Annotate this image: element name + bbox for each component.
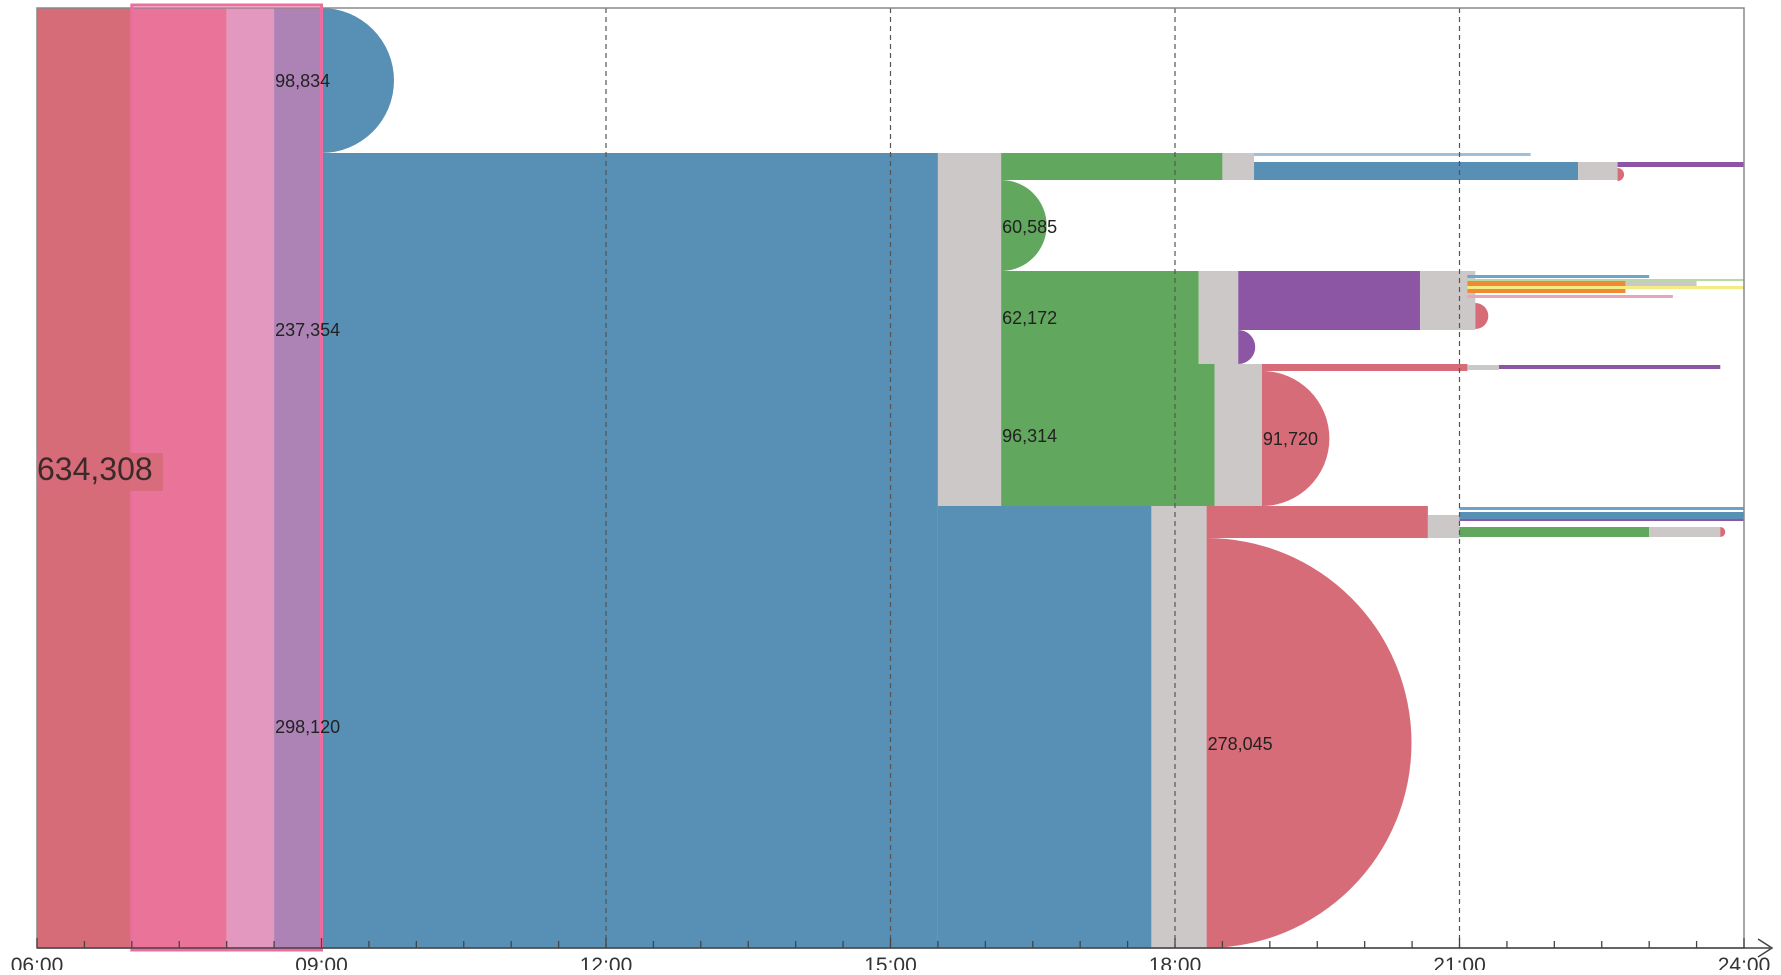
flow-band-19	[1238, 271, 1420, 330]
x-axis-arrow-icon	[1757, 938, 1774, 958]
flow-band-35	[1151, 506, 1207, 948]
value-label-2: 298,120	[275, 717, 340, 737]
flow-band-20	[1419, 271, 1476, 330]
flow-band-15	[1578, 162, 1618, 180]
flow-band-6	[937, 506, 1175, 948]
x-tick-label-1800: 18:00	[1149, 954, 1202, 970]
flow-band-18	[1198, 271, 1239, 364]
flow-band-41	[1459, 527, 1650, 537]
value-labels: 98,834 237,354 298,120 60,585 62,172 96,314 91…	[37, 71, 1318, 754]
x-tick-label-0900: 09:00	[295, 954, 348, 970]
flow-band-33	[1499, 365, 1721, 369]
flow-band-8	[1001, 153, 1223, 180]
x-tick-label-1200: 12:00	[580, 954, 633, 970]
flow-band-27	[1625, 281, 1697, 286]
flow-bands	[37, 8, 1744, 948]
flow-band-23	[1419, 280, 1460, 300]
flow-band-10	[1001, 271, 1199, 364]
flow-band-11	[1001, 364, 1215, 506]
flow-band-32	[1467, 365, 1500, 370]
flow-band-24	[1467, 275, 1650, 278]
branch-end-cap-22	[1238, 330, 1256, 364]
highlight-window	[130, 3, 323, 952]
branch-end-cap-17	[1617, 168, 1625, 181]
flow-band-30	[1214, 364, 1262, 506]
flow-band-39	[1459, 512, 1744, 519]
value-label-4: 62,172	[1002, 308, 1057, 328]
branch-end-cap-44	[1206, 538, 1412, 948]
value-label-6: 91,720	[1263, 429, 1318, 449]
branch-end-cap-34	[1261, 371, 1330, 506]
flow-band-31	[1261, 364, 1468, 371]
branch-end-cap-4	[321, 8, 394, 153]
x-tick-label-2400: 24:00	[1718, 954, 1771, 970]
gridlines	[605, 8, 1461, 948]
x-tick-label-2100: 21:00	[1433, 954, 1486, 970]
flow-band-16	[1617, 162, 1744, 167]
flow-band-28	[1467, 286, 1744, 289]
value-label-0: 98,834	[275, 71, 330, 91]
x-tick-label-1500: 15:00	[864, 954, 917, 970]
root-label-box	[37, 453, 163, 491]
highlight-window-rect[interactable]	[130, 3, 323, 952]
branch-end-cap-43	[1720, 527, 1726, 537]
root-value-label: 634,308	[37, 451, 153, 487]
value-label-5: 96,314	[1002, 426, 1057, 446]
flow-band-37	[1427, 515, 1460, 538]
value-label-7: 278,045	[1208, 734, 1273, 754]
flow-band-42	[1649, 527, 1721, 537]
flow-band-2	[226, 8, 275, 948]
flow-band-7	[937, 153, 1002, 506]
branch-end-cap-9	[1001, 180, 1047, 271]
flow-band-14	[1254, 162, 1579, 180]
flow-band-36	[1206, 506, 1428, 538]
flow-band-38	[1459, 507, 1744, 510]
branch-end-cap-21	[1475, 303, 1489, 329]
flow-band-40	[1459, 519, 1744, 521]
flow-band-3	[274, 8, 322, 948]
flow-band-13	[1254, 153, 1531, 156]
x-tick-label-0600: 06:00	[11, 954, 64, 970]
value-label-1: 237,354	[275, 320, 340, 340]
value-label-3: 60,585	[1002, 217, 1057, 237]
flow-band-12	[1222, 153, 1255, 180]
flow-band-5	[321, 153, 938, 948]
flow-band-25	[1467, 279, 1744, 281]
flow-band-29	[1467, 295, 1673, 298]
